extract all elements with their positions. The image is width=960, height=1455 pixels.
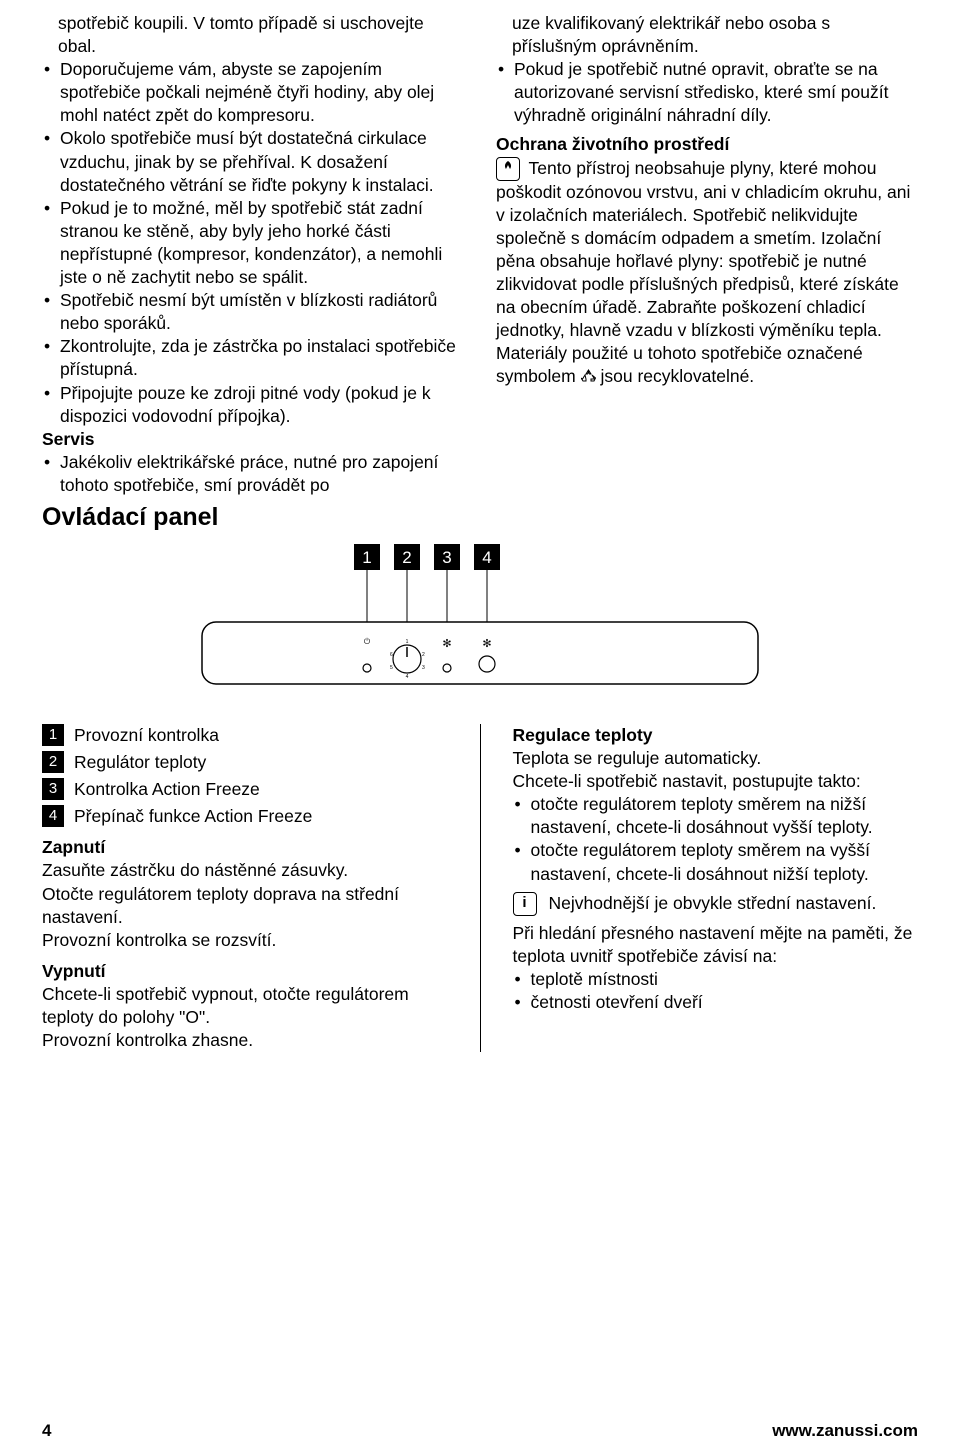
list-item: otočte regulátorem teploty směrem na vyš… [515,839,919,885]
off-heading: Vypnutí [42,960,448,983]
legend-text: Přepínač funkce Action Freeze [74,805,312,828]
env-heading: Ochrana životního prostředí [496,133,918,156]
svg-text:✻: ✻ [442,638,451,650]
info-icon: i [513,892,537,916]
svg-text:5: 5 [390,665,393,671]
list-item: Okolo spotřebiče musí být dostatečná cir… [44,127,464,196]
on-body: Zasuňte zástrčku do nástěnné zásuvky. Ot… [42,859,448,951]
footer-site: www.zanussi.com [772,1421,918,1441]
service-bullets: Jakékoliv elektrikářské práce, nutné pro… [42,451,464,497]
control-panel-diagram: 1 2 3 4 ⏻ 1 2 3 [42,544,918,694]
reg-intro: Teplota se reguluje automaticky. Chcete-… [513,747,919,793]
bottom-right-col: Regulace teploty Teplota se reguluje aut… [513,724,919,1052]
diagram-label-1: 1 [362,548,371,567]
diagram-label-3: 3 [442,548,451,567]
diagram-label-4: 4 [482,548,491,567]
list-item: Spotřebič nesmí být umístěn v blízkosti … [44,289,464,335]
reg-bullets: otočte regulátorem teploty směrem na niž… [513,793,919,885]
svg-text:4: 4 [406,674,409,680]
legend-text: Regulátor teploty [74,751,206,774]
diagram-label-2: 2 [402,548,411,567]
off-body: Chcete-li spotřebič vypnout, otočte regu… [42,983,448,1052]
legend-text: Provozní kontrolka [74,724,219,747]
legend-num: 1 [42,724,64,746]
legend-row: 2 Regulátor teploty [42,751,448,774]
svg-text:1: 1 [406,639,409,645]
column-divider [480,724,481,1052]
top-left-col: spotřebič koupili. V tomto případě si us… [42,12,464,497]
svg-text:⏻: ⏻ [364,637,371,646]
env-body-b: jsou recy­klovatelné. [600,366,754,386]
env-body-a: Tento přístroj neobsahuje plyny, které m… [496,158,910,387]
page-number: 4 [42,1421,51,1441]
list-item: teplotě místnosti [515,968,919,991]
reg-heading: Regulace teploty [513,724,919,747]
intro-text: spotřebič koupili. V tomto případě si us… [42,12,464,58]
legend-row: 3 Kontrolka Action Freeze [42,778,448,801]
list-item: otočte regulátorem teploty směrem na niž… [515,793,919,839]
legend-text: Kontrolka Action Freeze [74,778,260,801]
page-footer: 4 www.zanussi.com [42,1421,918,1441]
recycle-icon [581,367,596,390]
panel-heading: Ovládací panel [42,503,918,532]
list-item: Připojujte pouze ke zdroji pitné vody (p… [44,382,464,428]
list-item: Pokud je to možné, měl by spotřebič stát… [44,197,464,289]
list-item: Zkontrolujte, zda je zástrčka po instala… [44,335,464,381]
list-item: Doporučujeme vám, abyste se zapojením sp… [44,58,464,127]
list-item: četnosti otevření dveří [515,991,919,1014]
install-bullets: Doporučujeme vám, abyste se zapojením sp… [42,58,464,428]
eco-icon [496,157,520,181]
legend-num: 2 [42,751,64,773]
service-heading: Servis [42,428,464,451]
svg-text:✻: ✻ [482,638,491,650]
repair-bullets: Pokud je spotřebič nutné opravit, obraťt… [496,58,918,127]
list-item: Pokud je spotřebič nutné opravit, obraťt… [498,58,918,127]
tip-callout: i Nejvhodnější je obvykle střední nastav… [513,892,919,916]
svg-text:2: 2 [422,652,425,658]
legend-num: 3 [42,778,64,800]
on-heading: Zapnutí [42,836,448,859]
legend-row: 4 Přepínač funkce Action Freeze [42,805,448,828]
bottom-section: 1 Provozní kontrolka 2 Regulátor teploty… [42,724,918,1052]
top-section: spotřebič koupili. V tomto případě si us… [42,12,918,497]
cont-text: uze kvalifikovaný elektrikář nebo osoba … [496,12,918,58]
reg-after: Při hledání přesného nastavení mějte na … [513,922,919,968]
reg-after-bullets: teplotě místnosti četnosti otevření dveř… [513,968,919,1014]
legend-num: 4 [42,805,64,827]
list-item: Jakékoliv elektrikářské práce, nutné pro… [44,451,464,497]
env-body: Tento přístroj neobsahuje plyny, které m… [496,157,918,391]
bottom-left-col: 1 Provozní kontrolka 2 Regulátor teploty… [42,724,448,1052]
legend-row: 1 Provozní kontrolka [42,724,448,747]
tip-text: Nejvhodnější je obvykle střední nastave­… [549,892,877,915]
top-right-col: uze kvalifikovaný elektrikář nebo osoba … [496,12,918,497]
svg-text:3: 3 [422,665,425,671]
svg-text:6: 6 [390,652,393,658]
